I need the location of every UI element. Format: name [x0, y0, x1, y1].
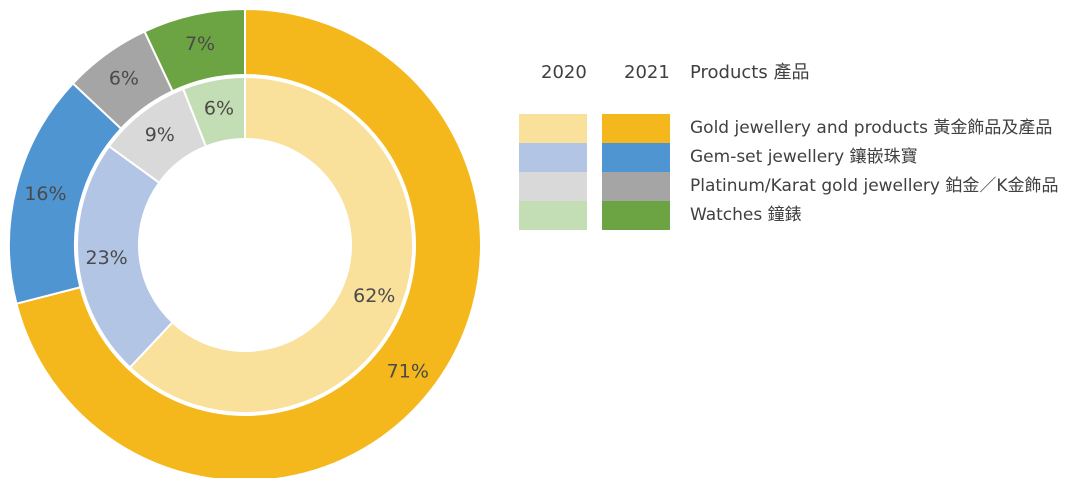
outer-2021-label-gold: 71% — [387, 360, 429, 382]
outer-2021-slice-gold — [15, 7, 482, 478]
legend-item-gem-set: Gem-set jewellery 鑲嵌珠寶 — [519, 143, 1084, 172]
legend-swatch-2021-platinum — [602, 172, 670, 201]
legend-swatch-2021-watches — [602, 201, 670, 230]
legend-swatch-2021-gold — [602, 114, 670, 143]
outer-2021-label-gem-set: 16% — [24, 183, 66, 205]
inner-2020-label-platinum: 9% — [145, 124, 175, 146]
inner-2020-label-watches: 6% — [204, 97, 234, 119]
legend-swatch-2020-gem-set — [519, 143, 587, 172]
outer-2021-slice-watches — [143, 7, 246, 93]
data-labels: 71% 16% 6% 7% 62% 23% 9% 6% — [24, 33, 429, 382]
outer-2021-label-watches: 7% — [185, 33, 215, 55]
legend-header: 2020 2021 Products 產品 — [519, 58, 1084, 90]
legend: 2020 2021 Products 產品 Gold jewellery and… — [519, 58, 1084, 230]
donut-chart: 71% 16% 6% 7% 62% 23% 9% 6% — [8, 7, 482, 478]
inner-2020-slice-watches — [181, 75, 246, 148]
legend-label-platinum: Platinum/Karat gold jewellery 鉑金／K金飾品 — [690, 176, 1059, 196]
legend-rows: Gold jewellery and products 黃金飾品及產品 Gem-… — [519, 114, 1084, 230]
legend-header-2020: 2020 — [541, 62, 587, 83]
inner-2020-label-gem-set: 23% — [85, 247, 127, 269]
inner-2020-label-gold: 62% — [353, 285, 395, 307]
outer-ring-2021 — [8, 7, 482, 478]
legend-item-gold: Gold jewellery and products 黃金飾品及產品 — [519, 114, 1084, 143]
inner-ring-2020 — [76, 75, 414, 414]
legend-item-watches: Watches 鐘錶 — [519, 201, 1084, 230]
legend-label-watches: Watches 鐘錶 — [690, 205, 802, 225]
legend-swatch-2020-watches — [519, 201, 587, 230]
legend-header-products: Products 產品 — [690, 62, 810, 83]
legend-item-platinum: Platinum/Karat gold jewellery 鉑金／K金飾品 — [519, 172, 1084, 201]
inner-2020-slice-gem-set — [76, 144, 174, 369]
inner-2020-slice-gold — [128, 75, 414, 414]
legend-swatch-2020-gold — [519, 114, 587, 143]
legend-swatch-2020-platinum — [519, 172, 587, 201]
legend-header-2021: 2021 — [624, 62, 670, 83]
legend-label-gem-set: Gem-set jewellery 鑲嵌珠寶 — [690, 147, 918, 167]
legend-label-gold: Gold jewellery and products 黃金飾品及產品 — [690, 118, 1053, 138]
outer-2021-label-platinum: 6% — [109, 67, 139, 89]
legend-swatch-2021-gem-set — [602, 143, 670, 172]
